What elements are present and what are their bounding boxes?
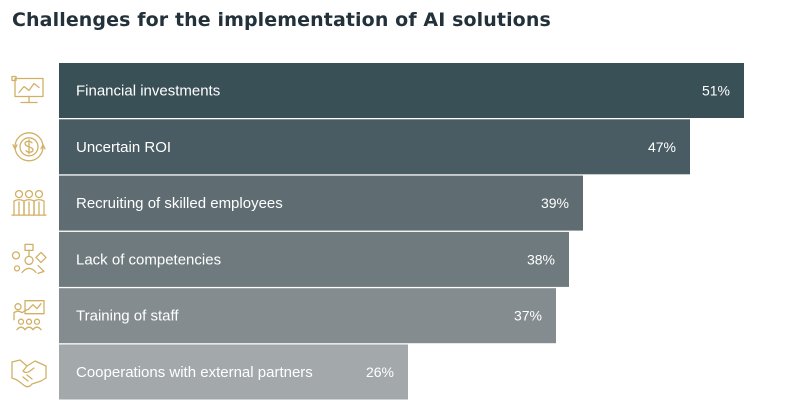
chart-title: Challenges for the implementation of AI … [12,9,551,31]
bar-value-label: 47% [648,139,676,155]
bar-label: Cooperations with external partners [76,364,313,381]
bar [59,344,408,400]
bar-value-label: 37% [514,308,542,324]
bar [59,231,569,287]
bar [59,63,744,118]
trainer-board-icon [13,300,45,331]
bar-value-label: 38% [527,251,555,267]
bar [59,288,556,344]
competency-network-icon [11,243,47,275]
bar-label: Uncertain ROI [76,139,171,156]
bar-label: Recruiting of skilled employees [76,195,283,212]
bar-label: Financial investments [76,83,220,100]
bar-value-label: 39% [541,195,569,211]
bar-label: Lack of competencies [76,251,221,268]
bar-label: Training of staff [76,308,179,325]
bar-value-label: 26% [366,364,394,380]
dollar-coin-cycle-icon [12,132,46,162]
bar [59,175,583,231]
bar [59,119,690,175]
team-people-icon [11,189,47,216]
handshake-icon [11,359,47,388]
bar-value-label: 51% [702,83,730,99]
presentation-monitor-icon [11,75,44,104]
